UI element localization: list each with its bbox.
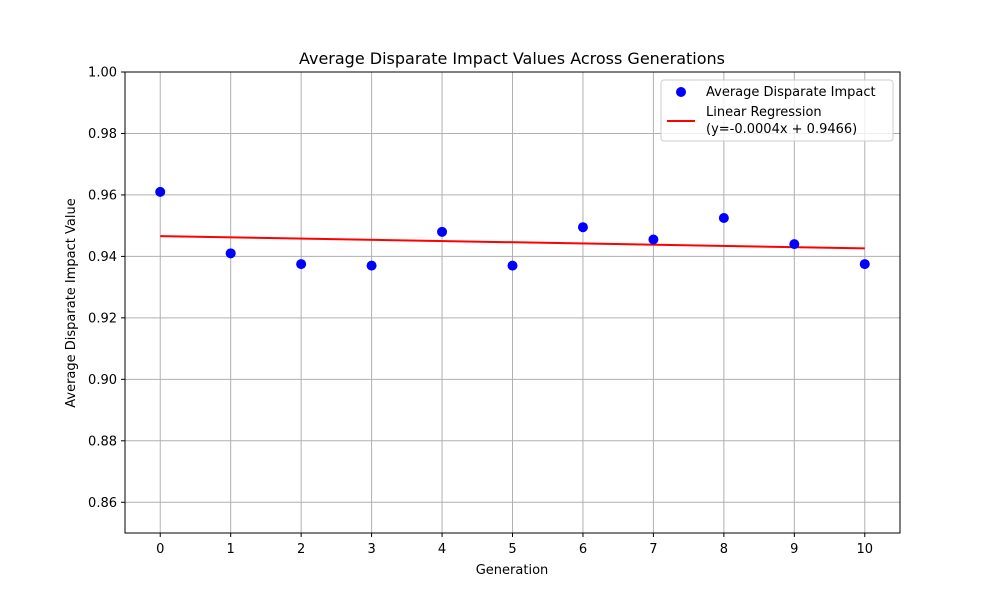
- y-tick-label: 0.92: [88, 311, 117, 326]
- x-tick-label: 8: [720, 542, 728, 557]
- chart-title: Average Disparate Impact Values Across G…: [299, 49, 725, 68]
- x-tick-label: 9: [790, 542, 798, 557]
- data-point: [155, 186, 166, 197]
- legend-marker-scatter: [676, 87, 686, 97]
- regression-line: [160, 235, 865, 250]
- y-tick-label: 0.90: [88, 373, 117, 388]
- y-tick-label: 0.94: [88, 250, 117, 265]
- x-tick-label: 1: [227, 542, 235, 557]
- y-axis-ticks: 0.86 0.88 0.90 0.92 0.94 0.96 0.98 1.00: [88, 66, 125, 511]
- y-tick-label: 0.98: [88, 127, 117, 142]
- x-tick-label: 7: [649, 542, 657, 557]
- data-point: [437, 226, 448, 237]
- x-axis-ticks: 0 1 2 3 4 5 6 7 8 9 10: [156, 533, 873, 557]
- y-tick-label: 0.88: [88, 434, 117, 449]
- data-point: [789, 239, 800, 250]
- x-tick-label: 0: [156, 542, 164, 557]
- data-point: [225, 248, 236, 259]
- legend-label-scatter: Average Disparate Impact: [706, 85, 876, 100]
- regression-layer: [160, 235, 865, 250]
- x-tick-label: 5: [508, 542, 516, 557]
- legend-box: [660, 79, 894, 142]
- points-layer: [155, 186, 870, 271]
- x-axis-label: Generation: [476, 563, 549, 578]
- data-point: [507, 260, 518, 271]
- y-tick-label: 1.00: [88, 66, 117, 81]
- data-point: [648, 234, 659, 245]
- data-point: [859, 259, 870, 270]
- y-axis-label: Average Disparate Impact Value: [64, 198, 79, 407]
- legend-label-regression: Linear Regression: [706, 105, 822, 120]
- x-tick-label: 10: [856, 542, 873, 557]
- x-tick-label: 4: [438, 542, 446, 557]
- x-tick-label: 6: [579, 542, 587, 557]
- legend: Average Disparate Impact Linear Regressi…: [660, 79, 894, 142]
- x-tick-label: 2: [297, 542, 305, 557]
- y-tick-label: 0.86: [88, 496, 117, 511]
- x-tick-label: 3: [367, 542, 375, 557]
- data-point: [577, 222, 588, 233]
- data-point: [296, 259, 307, 270]
- legend-label-regression-equation: (y=-0.0004x + 0.9466): [706, 122, 857, 137]
- data-point: [366, 260, 377, 271]
- y-tick-label: 0.96: [88, 188, 117, 203]
- data-point: [718, 212, 729, 223]
